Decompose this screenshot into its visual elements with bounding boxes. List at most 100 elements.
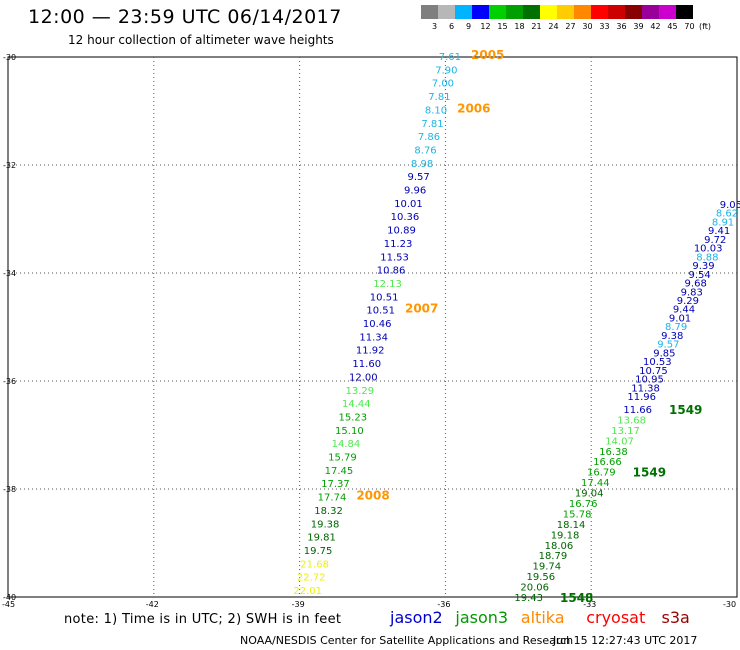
swh-value: 9.96	[404, 186, 426, 197]
swh-value: 9.29	[677, 296, 699, 307]
map-frame	[7, 56, 738, 598]
swh-value: 13.29	[345, 386, 374, 397]
scale-swatch	[642, 5, 659, 19]
swh-value: 9.05	[720, 200, 740, 211]
swh-value: 9.54	[688, 270, 710, 281]
swh-value: 19.38	[311, 519, 340, 530]
swh-value: 17.37	[321, 479, 350, 490]
credit-text: NOAA/NESDIS Center for Satellite Applica…	[240, 634, 574, 647]
generated-timestamp: Jun 15 12:27:43 UTC 2017	[553, 634, 698, 647]
swh-value: 11.66	[623, 405, 652, 416]
scale-swatch	[625, 5, 642, 19]
scale-label: 30	[582, 22, 593, 31]
swh-value: 9.83	[681, 287, 703, 298]
scale-swatch	[523, 5, 540, 19]
swh-value: 9.68	[685, 279, 707, 290]
scale-label: 36	[616, 22, 627, 31]
swh-value: 15.23	[339, 412, 368, 423]
scale-swatch	[557, 5, 574, 19]
satellite-label: s3a	[661, 608, 690, 627]
wave-height-map: -30 -32 -34 -36 -38 -40-45 -42 -39 -36 -33 -30 7.6…	[2, 48, 740, 609]
swh-value: 7.81	[428, 92, 450, 103]
lon-tick-label: -39	[292, 600, 305, 609]
swh-value: 20.06	[520, 583, 549, 594]
scale-swatch	[455, 5, 472, 19]
scale-swatch	[506, 5, 523, 19]
lat-tick-label: -40	[3, 593, 16, 602]
lat-tick-label: -30	[3, 53, 16, 62]
swh-value: 19.43	[514, 593, 543, 604]
swh-value: 9.41	[708, 226, 730, 237]
lon-tick-label: -33	[583, 600, 596, 609]
swh-value: 19.81	[307, 533, 336, 544]
swh-value: 14.07	[605, 436, 634, 447]
pass-time-label: 1548	[560, 591, 593, 605]
swh-value: 15.10	[335, 426, 364, 437]
swh-value: 10.75	[639, 366, 668, 377]
swh-value: 7.86	[418, 132, 440, 143]
swh-value: 21.68	[300, 559, 329, 570]
swh-value: 18.32	[314, 506, 343, 517]
scale-label: 39	[633, 22, 644, 31]
swh-value: 10.95	[635, 375, 664, 386]
scale-swatch	[574, 5, 591, 19]
scale-swatch	[472, 5, 489, 19]
scale-label: 12	[480, 22, 491, 31]
swh-value: 9.39	[692, 261, 714, 272]
map-subtitle: 12 hour collection of altimeter wave hei…	[68, 33, 334, 47]
lat-tick-label: -32	[3, 161, 16, 170]
swh-value: 18.14	[557, 520, 586, 531]
swh-value: 13.68	[617, 415, 646, 426]
swh-value: 10.53	[643, 357, 672, 368]
swh-value: 10.86	[377, 266, 406, 277]
swh-value: 17.45	[325, 466, 354, 477]
swh-value: 18.79	[539, 551, 568, 562]
swh-value: 19.56	[526, 572, 555, 583]
scale-swatch	[659, 5, 676, 19]
swh-value: 10.46	[363, 319, 392, 330]
pass-time-label: 2007	[405, 302, 438, 316]
swh-value: 11.92	[356, 346, 385, 357]
swh-value: 9.01	[669, 313, 691, 324]
swh-value: 16.76	[569, 499, 598, 510]
scale-label: 21	[531, 22, 542, 31]
swh-value: 9.57	[657, 340, 679, 351]
swh-value: 17.44	[581, 478, 610, 489]
lat-tick-label: -38	[3, 485, 16, 494]
swh-value: 8.76	[414, 145, 436, 156]
swh-value: 17.74	[318, 493, 347, 504]
swh-value: 8.79	[665, 322, 687, 333]
swh-value: 10.89	[387, 226, 416, 237]
swh-value: 10.51	[370, 292, 399, 303]
swh-value: 9.85	[653, 348, 675, 359]
swh-value: 19.75	[304, 546, 333, 557]
swh-value: 8.10	[425, 105, 447, 116]
swh-value: 12.00	[349, 372, 378, 383]
scale-label: 24	[548, 22, 559, 31]
pass-time-label: 2008	[356, 489, 389, 503]
swh-value: 8.88	[696, 252, 718, 263]
scale-label: 33	[599, 22, 610, 31]
swh-value: 9.38	[661, 331, 683, 342]
scale-swatch	[489, 5, 506, 19]
swh-value: 7.81	[421, 119, 443, 130]
pass-time-label: 2006	[457, 101, 490, 115]
scale-swatch	[438, 5, 455, 19]
scale-swatch	[540, 5, 557, 19]
swh-value: 11.38	[631, 383, 660, 394]
swh-value: 14.84	[332, 439, 361, 450]
swh-value: 10.51	[366, 306, 395, 317]
scale-label: 6	[448, 22, 455, 31]
swh-value: 15.78	[563, 509, 592, 520]
swh-value: 8.98	[411, 159, 433, 170]
lat-tick-label: -34	[3, 269, 16, 278]
scale-label: 27	[565, 22, 576, 31]
altimeter-observations: 7.61 7.90 7.00 7.81 8.10 7.81 7.86 8.76 8.98 9.57…	[293, 48, 740, 605]
swh-value: 8.62	[716, 209, 738, 220]
swh-value: 11.53	[380, 252, 409, 263]
swh-value: 10.01	[394, 199, 423, 210]
pass-time-label: 1549	[669, 403, 702, 417]
swh-value: 8.91	[712, 217, 734, 228]
units-note: note: 1) Time is in UTC; 2) SWH is in fe…	[64, 612, 342, 627]
swh-value: 14.44	[342, 399, 371, 410]
